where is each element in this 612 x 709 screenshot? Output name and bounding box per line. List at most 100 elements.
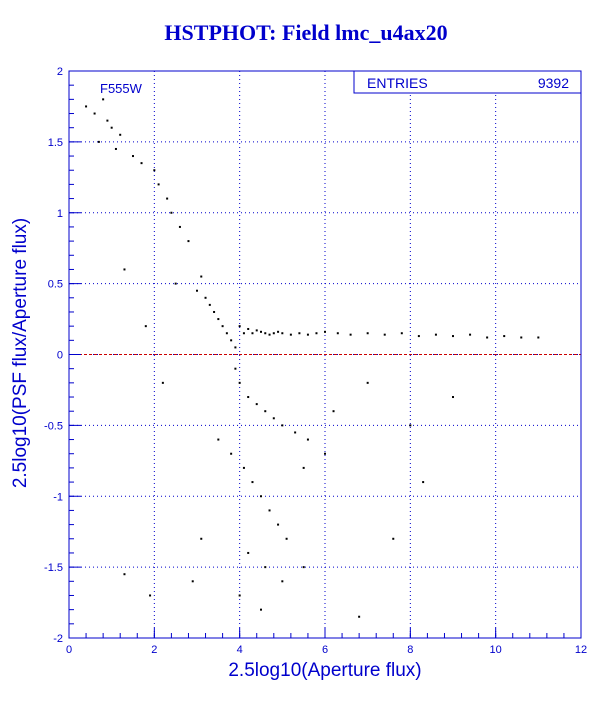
- data-point: [157, 183, 160, 186]
- data-point: [332, 410, 335, 413]
- y-tick-label: 1: [57, 208, 63, 220]
- data-point: [119, 133, 122, 136]
- data-point: [306, 333, 309, 336]
- data-point: [166, 197, 169, 200]
- y-axis-title: 2.5log10(PSF flux/Aperture flux): [10, 218, 31, 488]
- data-point: [170, 211, 173, 214]
- y-tick-label: -1: [53, 491, 63, 503]
- x-tick-label: 4: [237, 644, 243, 656]
- data-point: [114, 147, 117, 150]
- data-point: [281, 332, 284, 335]
- data-point: [200, 275, 203, 278]
- data-point: [289, 333, 292, 336]
- data-point: [144, 325, 147, 328]
- data-point: [200, 537, 203, 540]
- data-point: [247, 396, 250, 399]
- tick-labels: 0 2 4 6 8 10 12 2 1.5 1 0.5 0 -0.5 -1 -1.5 -2: [44, 66, 587, 656]
- data-point: [238, 594, 241, 597]
- data-point: [178, 225, 181, 228]
- x-tick-label: 6: [322, 644, 328, 656]
- filter-annotation: F555W: [100, 81, 143, 96]
- data-point: [383, 333, 386, 336]
- y-tick-label: 0: [57, 350, 63, 362]
- data-point: [234, 346, 237, 349]
- data-point: [260, 495, 262, 498]
- data-point: [102, 98, 105, 101]
- data-point: [260, 330, 262, 333]
- data-point: [392, 537, 395, 540]
- data-point: [358, 615, 361, 618]
- data-point: [324, 452, 326, 455]
- data-point: [238, 381, 241, 384]
- data-point: [123, 573, 126, 576]
- data-point: [268, 333, 271, 336]
- data-point: [242, 332, 245, 335]
- data-point: [366, 381, 369, 384]
- data-point: [242, 466, 245, 469]
- data-point: [260, 608, 262, 611]
- data-point: [208, 303, 211, 306]
- data-point: [93, 112, 96, 115]
- y-tick-label: -0.5: [44, 420, 63, 432]
- data-point: [264, 566, 267, 569]
- tick-marks: [68, 70, 582, 639]
- data-point: [110, 126, 113, 129]
- y-tick-label: 2: [57, 66, 63, 78]
- data-point: [204, 296, 207, 299]
- y-tick-label: -2: [53, 633, 63, 645]
- data-point: [217, 318, 220, 321]
- data-point: [366, 332, 369, 335]
- data-point: [161, 381, 164, 384]
- data-point: [140, 162, 143, 165]
- data-point: [294, 431, 297, 434]
- data-point: [264, 410, 267, 413]
- data-point: [349, 333, 352, 336]
- data-point: [298, 332, 301, 335]
- data-point: [469, 333, 472, 336]
- data-point: [285, 537, 288, 540]
- data-point: [255, 329, 258, 332]
- data-point: [191, 580, 194, 583]
- x-tick-label: 10: [490, 644, 502, 656]
- data-point: [281, 424, 284, 427]
- data-point: [247, 551, 250, 554]
- data-point: [315, 332, 318, 335]
- y-tick-label: 0.5: [48, 279, 63, 291]
- data-point: [281, 580, 284, 583]
- data-point: [409, 424, 412, 427]
- data-point: [302, 566, 305, 569]
- data-point: [452, 335, 454, 338]
- data-point: [520, 336, 523, 339]
- data-point: [537, 336, 540, 339]
- data-point: [268, 509, 271, 512]
- data-point: [230, 452, 233, 455]
- data-points: [85, 98, 540, 618]
- data-point: [434, 333, 437, 336]
- data-point: [277, 330, 280, 333]
- data-point: [123, 268, 126, 271]
- data-point: [187, 240, 190, 243]
- stats-entries-label: ENTRIES: [367, 75, 428, 91]
- x-tick-label: 12: [575, 644, 587, 656]
- data-point: [247, 327, 250, 330]
- data-point: [277, 523, 280, 526]
- data-point: [324, 330, 326, 333]
- data-point: [238, 325, 241, 328]
- stats-box: [353, 70, 582, 94]
- data-point: [234, 367, 237, 370]
- data-point: [272, 417, 275, 420]
- data-point: [400, 332, 403, 335]
- data-point: [336, 332, 339, 335]
- data-point: [251, 481, 254, 484]
- data-point: [174, 282, 177, 285]
- data-point: [217, 438, 220, 441]
- data-point: [306, 438, 309, 441]
- x-tick-label: 0: [66, 644, 72, 656]
- y-tick-label: -1.5: [44, 562, 63, 574]
- x-tick-label: 8: [407, 644, 413, 656]
- data-point: [255, 403, 258, 406]
- data-point: [272, 332, 275, 335]
- chart-title: HSTPHOT: Field lmc_u4ax20: [164, 20, 448, 45]
- data-point: [417, 335, 420, 338]
